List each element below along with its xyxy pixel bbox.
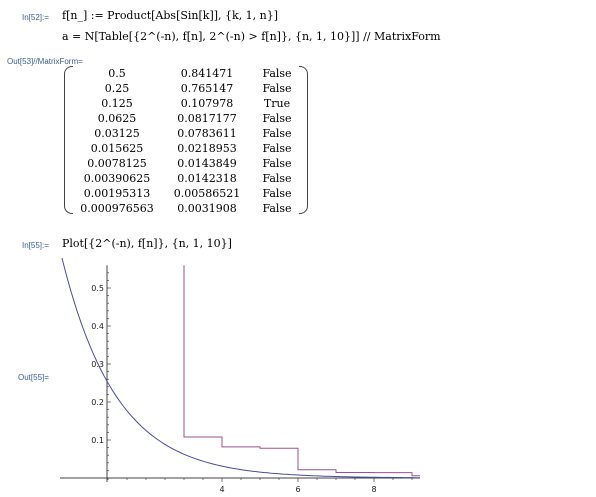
matrix-row: 0.015625 0.0218953 False [64,142,308,157]
matrix-row: 0.0078125 0.0143849 False [64,157,308,172]
series-f-of-n [183,265,420,477]
matrix-row: 0.5 0.841471 False [64,67,308,82]
matrix-cell: 0.0143849 [177,157,237,170]
matrix-cell: 0.0078125 [87,157,147,170]
matrix-row: 0.00195313 0.00586521 False [64,187,308,202]
matrix-cell: 0.0142318 [177,172,237,185]
x-tick-label: 8 [371,485,376,494]
matrix-left-bracket [64,66,73,214]
matrix-cell: 0.5 [108,67,126,80]
matrix-row: 0.25 0.765147 False [64,82,308,97]
input-label-52: In[52]:= [22,13,49,22]
matrix-cell: 0.841471 [180,67,234,80]
y-tick-label: 0.5 [91,284,104,293]
matrix-row: 0.125 0.107978 True [64,97,308,112]
matrix-cell: False [262,202,292,215]
matrix-cell: 0.000976563 [80,202,154,215]
matrix-cell: False [262,157,292,170]
matrix-cell: False [262,142,292,155]
matrix-cell: 0.0783611 [177,127,237,140]
y-tick-label: 0.4 [91,322,104,331]
matrix-cell: False [262,187,292,200]
matrix-cell: 0.0031908 [177,202,237,215]
matrix-row: 0.00390625 0.0142318 False [64,172,308,187]
matrix-cell: False [262,112,292,125]
matrix-cell: 0.0625 [97,112,137,125]
matrix-cell: 0.0817177 [177,112,237,125]
matrix-output: 0.5 0.841471 False 0.25 0.765147 False 0.125 0.… [64,66,308,216]
matrix-cell: 0.107978 [180,97,234,110]
code-line-plot[interactable]: Plot[{2^(-n), f[n]}, {n, 1, 10}] [62,237,232,250]
input-label-55: In[55]:= [22,241,49,250]
matrix-cell: 0.03125 [94,127,140,140]
x-tick-label: 4 [219,485,224,494]
matrix-row: 0.000976563 0.0031908 False [64,202,308,217]
matrix-cell: False [262,172,292,185]
matrix-cell: False [262,127,292,140]
matrix-cell: False [262,67,292,80]
matrix-cell: 0.765147 [180,82,234,95]
matrix-row: 0.03125 0.0783611 False [64,127,308,142]
output-label-55: Out[55]= [18,373,49,382]
matrix-cell: 0.0218953 [177,142,237,155]
matrix-cell: 0.25 [104,82,130,95]
plot-graphic[interactable]: 468100.10.20.30.40.5 [60,258,420,494]
y-tick-label: 0.2 [91,398,104,407]
y-tick-label: 0.1 [91,436,104,445]
y-tick-label: 0.3 [91,360,104,369]
matrix-cell: 0.125 [101,97,133,110]
output-label-53: Out[53]//MatrixForm= [7,57,83,66]
matrix-row: 0.0625 0.0817177 False [64,112,308,127]
matrix-cell: 0.00390625 [83,172,151,185]
series-2-pow-neg-n [61,258,420,479]
matrix-cell: 0.00195313 [83,187,151,200]
matrix-cell: 0.015625 [90,142,144,155]
code-line-define-f[interactable]: f[n_] := Product[Abs[Sin[k]], {k, 1, n}] [62,9,279,22]
matrix-cell: False [262,82,292,95]
matrix-cell: True [263,97,291,110]
matrix-cell: 0.00586521 [173,187,241,200]
x-tick-label: 6 [295,485,300,494]
code-line-table[interactable]: a = N[Table[{2^(-n), f[n], 2^(-n) > f[n]… [62,30,441,43]
